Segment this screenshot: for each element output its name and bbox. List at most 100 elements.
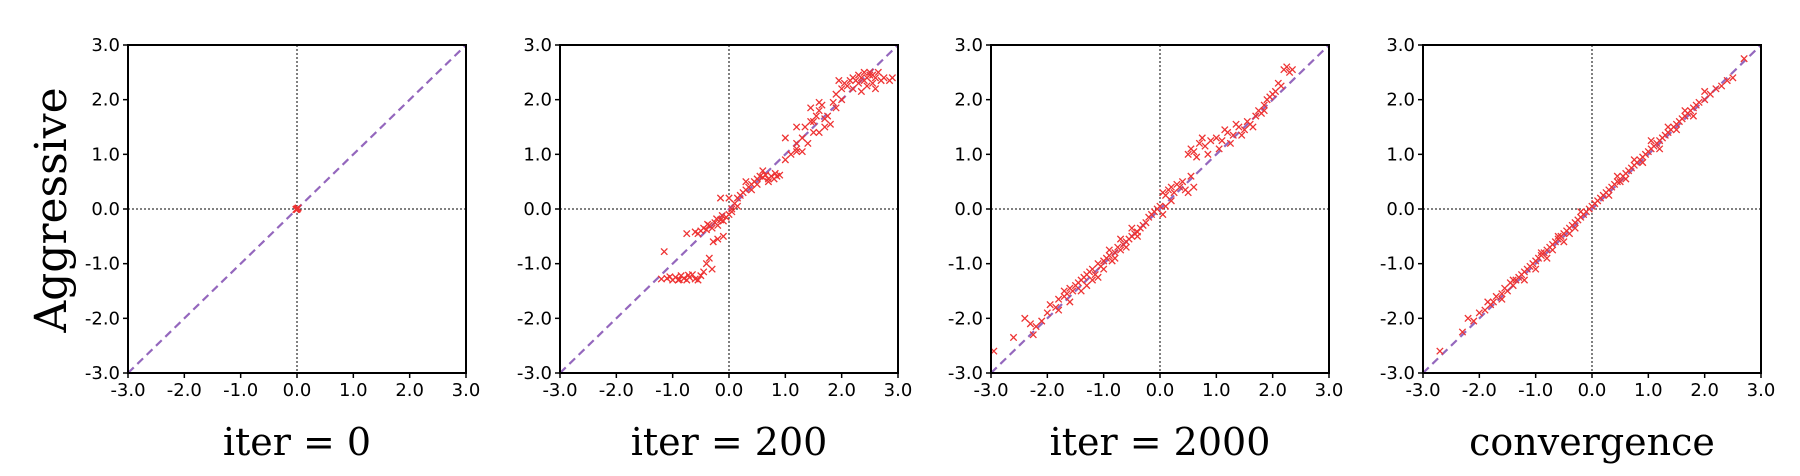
scatter-point bbox=[1133, 232, 1142, 240]
scatter-point bbox=[1260, 106, 1268, 115]
scatter-point bbox=[1548, 246, 1557, 254]
scatter-point bbox=[1046, 301, 1054, 309]
scatter-point bbox=[1543, 254, 1551, 262]
scatter-point bbox=[1503, 287, 1512, 295]
scatter-point bbox=[1218, 137, 1226, 145]
scatter-point bbox=[826, 120, 835, 128]
scatter-point bbox=[809, 117, 818, 126]
y-tick-label: 3.0 bbox=[954, 35, 983, 56]
y-tick-label: 3.0 bbox=[91, 35, 120, 56]
scatter-point bbox=[868, 71, 877, 79]
scatter-point bbox=[1616, 178, 1624, 186]
scatter-point bbox=[1190, 183, 1198, 191]
scatter-point bbox=[1195, 139, 1204, 148]
scatter-point bbox=[1054, 306, 1063, 314]
scatter-point bbox=[1105, 246, 1113, 254]
y-tick-label: -2.0 bbox=[85, 308, 120, 329]
scatter-point bbox=[1695, 98, 1703, 107]
x-tick-label: 1.0 bbox=[771, 380, 800, 401]
scatter-point bbox=[684, 271, 693, 279]
scatter-point bbox=[747, 186, 756, 194]
chart-panel-3: -3.0 -2.0 -1.0 0.0 1.0 2.0 3.0 -3.0 -2.0 -1.0 0.0 1… bbox=[948, 35, 1343, 464]
x-tick-label: 2.0 bbox=[1258, 380, 1287, 401]
scatter-point bbox=[716, 194, 725, 202]
scatter-point bbox=[1184, 188, 1192, 197]
panel-title: iter = 2000 bbox=[1050, 420, 1271, 464]
scatter-point bbox=[1613, 172, 1622, 180]
scatter-point bbox=[1655, 145, 1664, 153]
scatter-point bbox=[1159, 210, 1167, 219]
scatter-point bbox=[792, 123, 801, 131]
scatter-point bbox=[1221, 126, 1229, 134]
scatter-points bbox=[292, 204, 302, 214]
scatter-point bbox=[1178, 178, 1187, 186]
scatter-point bbox=[1116, 235, 1125, 243]
scatter-point bbox=[709, 238, 717, 246]
scatter-point bbox=[832, 90, 840, 98]
y-tick-label: -3.0 bbox=[517, 363, 552, 384]
scatter-point bbox=[1167, 197, 1175, 205]
x-tick-label: 1.0 bbox=[1202, 380, 1231, 401]
scatter-point bbox=[1128, 224, 1136, 232]
scatter-point bbox=[1204, 150, 1212, 158]
scatter-point bbox=[843, 82, 851, 90]
y-tick-label: -3.0 bbox=[948, 363, 983, 384]
x-tick-label: 3.0 bbox=[884, 380, 913, 401]
scatter-point bbox=[1647, 137, 1655, 145]
scatter-point bbox=[1161, 202, 1170, 210]
x-tick-label: 2.0 bbox=[395, 380, 424, 401]
scatter-point bbox=[1232, 120, 1240, 128]
panel-title: iter = 0 bbox=[223, 420, 371, 464]
scatter-point bbox=[719, 232, 728, 240]
x-tick-label: -3.0 bbox=[110, 380, 145, 401]
scatter-point bbox=[1565, 229, 1574, 238]
scatter-point bbox=[1122, 243, 1130, 251]
scatter-point bbox=[1288, 65, 1297, 74]
scatter-point bbox=[1249, 123, 1257, 131]
scatter-point bbox=[1009, 333, 1018, 342]
x-tick-label: -2.0 bbox=[599, 380, 634, 401]
scatter-point bbox=[753, 180, 761, 189]
scatter-points bbox=[990, 63, 1297, 355]
scatter-point bbox=[1605, 191, 1613, 199]
scatter-point bbox=[1111, 249, 1119, 257]
x-tick-label: 0.0 bbox=[283, 380, 312, 401]
scatter-point bbox=[1240, 126, 1249, 134]
scatter-point bbox=[868, 79, 877, 87]
scatter-point bbox=[1066, 298, 1074, 306]
scatter-point bbox=[1043, 309, 1051, 317]
scatter-point bbox=[815, 98, 823, 107]
scatter-point bbox=[829, 98, 837, 107]
scatter-point bbox=[792, 139, 801, 148]
scatter-point bbox=[759, 167, 767, 175]
scatter-point bbox=[702, 226, 711, 234]
scatter-point bbox=[1215, 145, 1223, 153]
scatter-point bbox=[1664, 123, 1672, 131]
scatter-point bbox=[728, 208, 736, 216]
scatter-point bbox=[1088, 265, 1097, 273]
scatter-point bbox=[1537, 249, 1545, 257]
scatter-point bbox=[1712, 85, 1720, 93]
scatter-point bbox=[1498, 290, 1506, 298]
scatter-point bbox=[1571, 224, 1579, 232]
scatter-point bbox=[815, 128, 823, 137]
scatter-point bbox=[821, 115, 829, 123]
y-tick-label: 0.0 bbox=[523, 199, 552, 220]
scatter-point bbox=[838, 85, 846, 93]
y-tick-label: 1.0 bbox=[523, 144, 552, 165]
x-tick-label: -2.0 bbox=[1462, 380, 1497, 401]
scatter-point bbox=[1464, 314, 1472, 322]
x-tick-label: 2.0 bbox=[1690, 380, 1719, 401]
scatter-point bbox=[1170, 188, 1178, 197]
scatter-point bbox=[1520, 276, 1529, 284]
scatter-point bbox=[1701, 87, 1709, 96]
y-tick-label: 3.0 bbox=[523, 35, 552, 56]
scatter-point bbox=[1184, 150, 1192, 158]
scatter-point bbox=[1176, 183, 1184, 191]
scatter-point bbox=[1622, 175, 1630, 183]
scatter-point bbox=[835, 76, 843, 85]
y-tick-label: 2.0 bbox=[954, 90, 983, 111]
scatter-points bbox=[657, 68, 897, 284]
y-tick-label: 1.0 bbox=[954, 144, 983, 165]
scatter-point bbox=[801, 123, 809, 131]
